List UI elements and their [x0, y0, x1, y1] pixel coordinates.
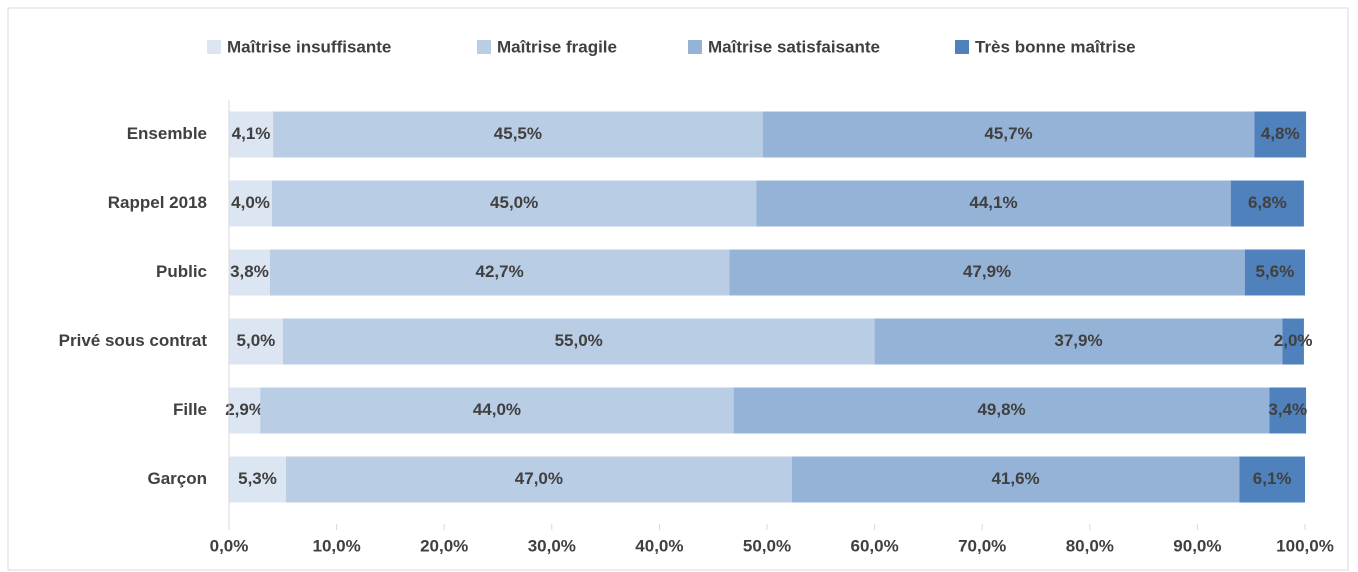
value-label: 47,9%	[963, 262, 1011, 281]
value-label: 2,0%	[1274, 331, 1313, 350]
x-tick-label: 100,0%	[1276, 536, 1334, 555]
y-tick-label: Rappel 2018	[108, 193, 207, 212]
value-label: 6,8%	[1248, 193, 1287, 212]
value-label: 47,0%	[515, 469, 563, 488]
value-label: 4,1%	[232, 124, 271, 143]
x-tick-label: 30,0%	[528, 536, 576, 555]
value-label: 49,8%	[977, 400, 1025, 419]
bar-segment	[229, 318, 283, 365]
x-tick-label: 70,0%	[958, 536, 1006, 555]
value-label: 3,8%	[230, 262, 269, 281]
value-label: 3,4%	[1268, 400, 1307, 419]
bar-segment	[260, 387, 734, 434]
bar-segment	[1269, 387, 1307, 434]
value-label: 44,0%	[473, 400, 521, 419]
value-label: 5,0%	[237, 331, 276, 350]
bar-segment	[282, 318, 875, 365]
value-label: 4,0%	[231, 193, 270, 212]
value-label: 41,6%	[991, 469, 1039, 488]
x-tick-label: 20,0%	[420, 536, 468, 555]
bar-segment	[229, 111, 274, 158]
legend-swatch	[207, 40, 221, 54]
bar-segment	[229, 249, 270, 296]
bar-segment	[756, 180, 1231, 227]
bar-segment	[286, 456, 792, 503]
value-label: 4,8%	[1261, 124, 1300, 143]
bar-segment	[229, 456, 287, 503]
bar-segment	[874, 318, 1283, 365]
value-label: 42,7%	[476, 262, 524, 281]
y-tick-label: Ensemble	[127, 124, 207, 143]
x-tick-label: 40,0%	[635, 536, 683, 555]
bar-segment	[272, 180, 757, 227]
bar-segment	[1282, 318, 1304, 365]
y-tick-label: Privé sous contrat	[59, 331, 208, 350]
x-tick-label: 10,0%	[312, 536, 360, 555]
value-label: 55,0%	[555, 331, 603, 350]
bar-segment	[229, 180, 273, 227]
legend-label: Maîtrise satisfaisante	[708, 37, 880, 56]
value-label: 6,1%	[1253, 469, 1292, 488]
value-label: 5,3%	[238, 469, 277, 488]
bar-segment	[1239, 456, 1305, 503]
y-tick-label: Public	[156, 262, 207, 281]
x-tick-label: 80,0%	[1066, 536, 1114, 555]
bar-segment	[729, 249, 1245, 296]
legend-label: Très bonne maîtrise	[975, 37, 1136, 56]
value-label: 45,7%	[984, 124, 1032, 143]
bar-segment	[1254, 111, 1307, 158]
value-label: 2,9%	[225, 400, 264, 419]
legend-swatch	[688, 40, 702, 54]
x-tick-label: 60,0%	[850, 536, 898, 555]
y-tick-label: Garçon	[147, 469, 207, 488]
x-tick-label: 0,0%	[210, 536, 249, 555]
legend-label: Maîtrise insuffisante	[227, 37, 391, 56]
bar-segment	[1230, 180, 1304, 227]
value-label: 44,1%	[969, 193, 1017, 212]
bar-segment	[791, 456, 1240, 503]
legend-swatch	[477, 40, 491, 54]
x-tick-label: 90,0%	[1173, 536, 1221, 555]
value-label: 45,5%	[494, 124, 542, 143]
bar-segment	[229, 387, 261, 434]
legend-label: Maîtrise fragile	[497, 37, 617, 56]
y-tick-label: Fille	[173, 400, 207, 419]
value-label: 45,0%	[490, 193, 538, 212]
x-tick-label: 50,0%	[743, 536, 791, 555]
bar-segment	[269, 249, 730, 296]
bar-segment	[733, 387, 1270, 434]
value-label: 37,9%	[1054, 331, 1102, 350]
bar-segment	[1244, 249, 1305, 296]
bar-segment	[273, 111, 763, 158]
legend-swatch	[955, 40, 969, 54]
value-label: 5,6%	[1255, 262, 1294, 281]
bar-segment	[762, 111, 1255, 158]
